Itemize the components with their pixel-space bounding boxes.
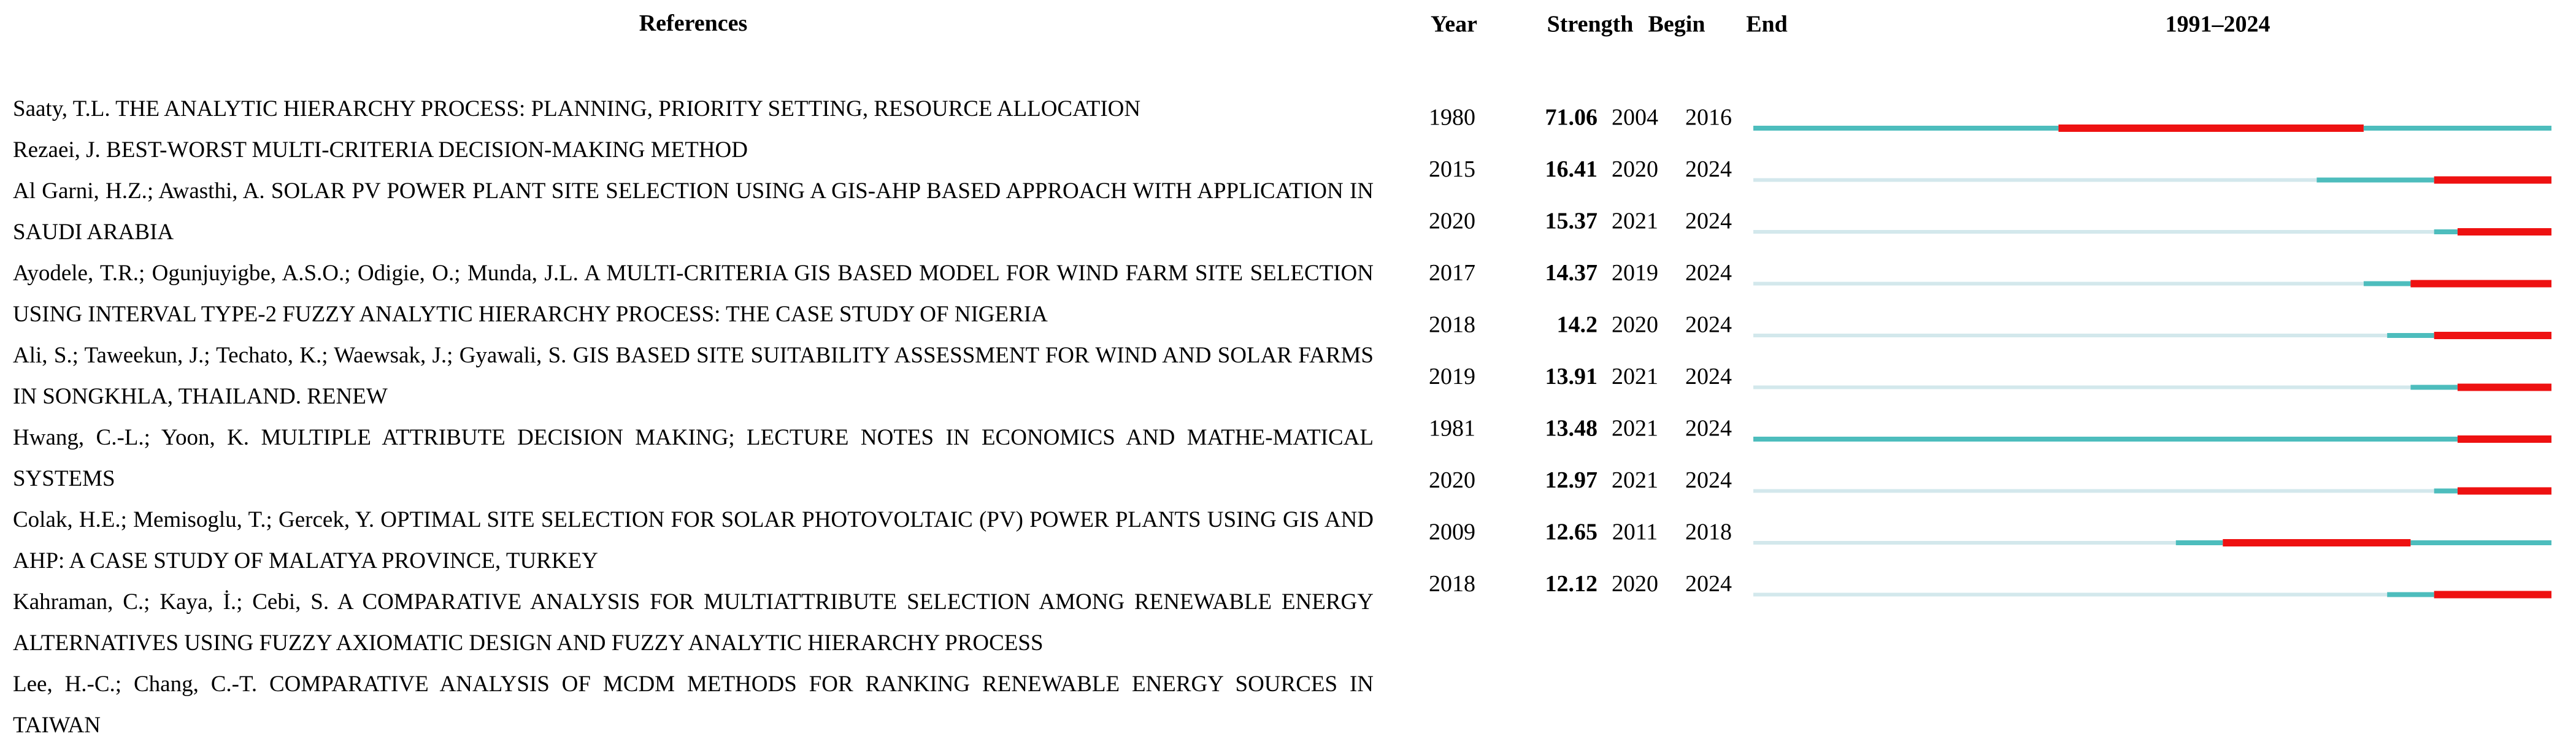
- burst-segment: [2410, 385, 2458, 390]
- begin: 2019: [1612, 260, 1658, 286]
- burst-segment: [1753, 126, 2059, 131]
- burst-segment: [2434, 488, 2458, 494]
- burst-segment: [1753, 385, 2411, 389]
- strength: 14.2: [1557, 312, 1598, 338]
- year: 2019: [1429, 364, 1475, 389]
- end: 2024: [1685, 209, 1732, 234]
- end: 2024: [1685, 571, 1732, 597]
- end: 2024: [1685, 416, 1732, 442]
- begin: 2021: [1612, 467, 1658, 493]
- end: 2016: [1685, 105, 1732, 131]
- burst-segment: [2410, 280, 2551, 288]
- burst-segment: [1753, 334, 2388, 337]
- end: 2024: [1685, 467, 1732, 493]
- year: 2018: [1429, 312, 1475, 338]
- strength: 12.65: [1545, 519, 1598, 545]
- strength: 71.06: [1545, 105, 1598, 131]
- reference: Kahraman, C.; Kaya, İ.; Cebi, S. A COMPA…: [13, 589, 1374, 656]
- reference-list: Saaty, T.L. THE ANALYTIC HIERARCHY PROCE…: [13, 88, 1374, 746]
- year: 2018: [1429, 571, 1475, 597]
- burst-segment: [2363, 281, 2411, 286]
- burst-segment: [2058, 124, 2364, 132]
- year: 1980: [1429, 105, 1475, 131]
- strength-header: Strength: [1547, 12, 1634, 37]
- burst-segment: [2363, 126, 2551, 131]
- begin: 2020: [1612, 312, 1658, 338]
- end: 2024: [1685, 312, 1732, 338]
- year: 2009: [1429, 519, 1475, 545]
- burst-segment: [1753, 178, 2317, 182]
- burst-segment: [2457, 435, 2551, 443]
- burst-segment: [2434, 332, 2551, 339]
- year: 2020: [1429, 209, 1475, 234]
- begin: 2004: [1612, 105, 1658, 131]
- begin: 2020: [1612, 571, 1658, 597]
- reference: Ali, S.; Taweekun, J.; Techato, K.; Waew…: [13, 343, 1374, 409]
- burst-segment: [1753, 592, 2388, 597]
- burst-segment: [1753, 437, 2458, 442]
- burst-segment: [2434, 176, 2551, 184]
- year: 2017: [1429, 260, 1475, 286]
- year: 1981: [1429, 416, 1475, 442]
- burst-segment: [1753, 230, 2434, 234]
- reference: Colak, H.E.; Memisoglu, T.; Gercek, Y. O…: [13, 507, 1374, 573]
- end: 2024: [1685, 364, 1732, 389]
- end: 2024: [1685, 260, 1732, 286]
- year: 2020: [1429, 467, 1475, 493]
- strength: 14.37: [1545, 260, 1598, 286]
- begin-header: Begin: [1648, 12, 1705, 37]
- burst-segment: [2410, 540, 2551, 545]
- reference: Lee, H.-C.; Chang, C.-T. COMPARATIVE ANA…: [13, 672, 1374, 738]
- begin: 2021: [1612, 364, 1658, 389]
- end: 2024: [1685, 156, 1732, 182]
- begin: 2020: [1612, 156, 1658, 182]
- begin: 2021: [1612, 416, 1658, 442]
- burst-segment: [1753, 541, 2176, 545]
- reference: Saaty, T.L. THE ANALYTIC HIERARCHY PROCE…: [13, 96, 1141, 121]
- burst-segment: [2457, 487, 2551, 495]
- end: 2018: [1685, 519, 1732, 545]
- burst-segment: [2387, 333, 2434, 338]
- strength: 15.37: [1545, 209, 1598, 234]
- references-header: References: [639, 10, 748, 36]
- burst-segment: [2223, 539, 2411, 546]
- burst-segment: [2175, 540, 2223, 545]
- year-header: Year: [1431, 12, 1477, 37]
- begin: 2011: [1612, 519, 1658, 545]
- burst-segment: [1753, 282, 2364, 286]
- end-header: End: [1746, 12, 1788, 37]
- strength: 13.91: [1545, 364, 1598, 389]
- burst-segment: [2457, 383, 2551, 391]
- burst-segment: [2387, 592, 2434, 597]
- strength: 16.41: [1545, 156, 1598, 182]
- burst-segment: [1753, 489, 2434, 493]
- strength: 13.48: [1545, 416, 1598, 442]
- reference: Ayodele, T.R.; Ogunjuyigbe, A.S.O.; Odig…: [13, 261, 1374, 327]
- burst-segment: [2316, 177, 2434, 183]
- burst-segment: [2434, 229, 2458, 234]
- burst-segment: [2434, 591, 2551, 599]
- reference: Al Garni, H.Z.; Awasthi, A. SOLAR PV POW…: [13, 178, 1374, 245]
- burst-segment: [2457, 228, 2551, 236]
- reference: Hwang, C.-L.; Yoon, K. MULTIPLE ATTRIBUT…: [13, 425, 1374, 491]
- strength: 12.12: [1545, 571, 1598, 597]
- timeline-header: 1991–2024: [2166, 12, 2270, 37]
- year: 2015: [1429, 156, 1475, 182]
- begin: 2021: [1612, 209, 1658, 234]
- reference: Rezaei, J. BEST-WORST MULTI-CRITERIA DEC…: [13, 137, 748, 163]
- strength: 12.97: [1545, 467, 1598, 493]
